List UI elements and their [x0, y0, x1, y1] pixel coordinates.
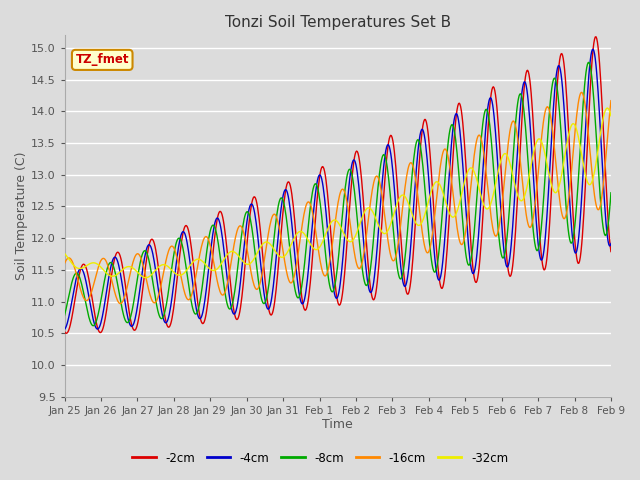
Title: Tonzi Soil Temperatures Set B: Tonzi Soil Temperatures Set B: [225, 15, 451, 30]
Text: TZ_fmet: TZ_fmet: [76, 53, 129, 66]
Y-axis label: Soil Temperature (C): Soil Temperature (C): [15, 152, 28, 280]
X-axis label: Time: Time: [323, 419, 353, 432]
Legend: -2cm, -4cm, -8cm, -16cm, -32cm: -2cm, -4cm, -8cm, -16cm, -32cm: [127, 447, 513, 469]
